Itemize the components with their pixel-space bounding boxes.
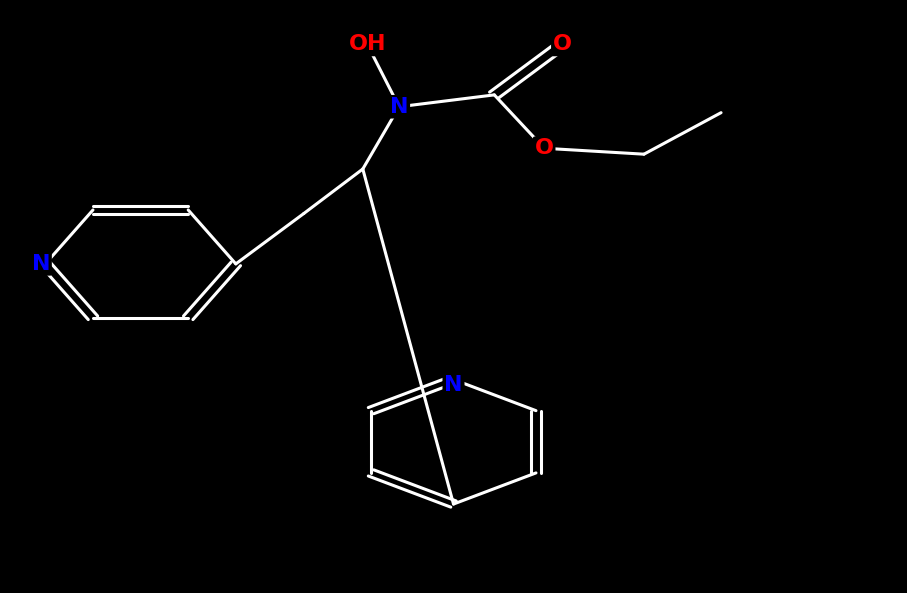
Text: N: N bbox=[390, 97, 408, 117]
Text: N: N bbox=[444, 375, 463, 396]
Text: O: O bbox=[535, 138, 553, 158]
Text: O: O bbox=[553, 34, 571, 55]
Text: OH: OH bbox=[348, 34, 386, 55]
Text: N: N bbox=[32, 254, 50, 274]
